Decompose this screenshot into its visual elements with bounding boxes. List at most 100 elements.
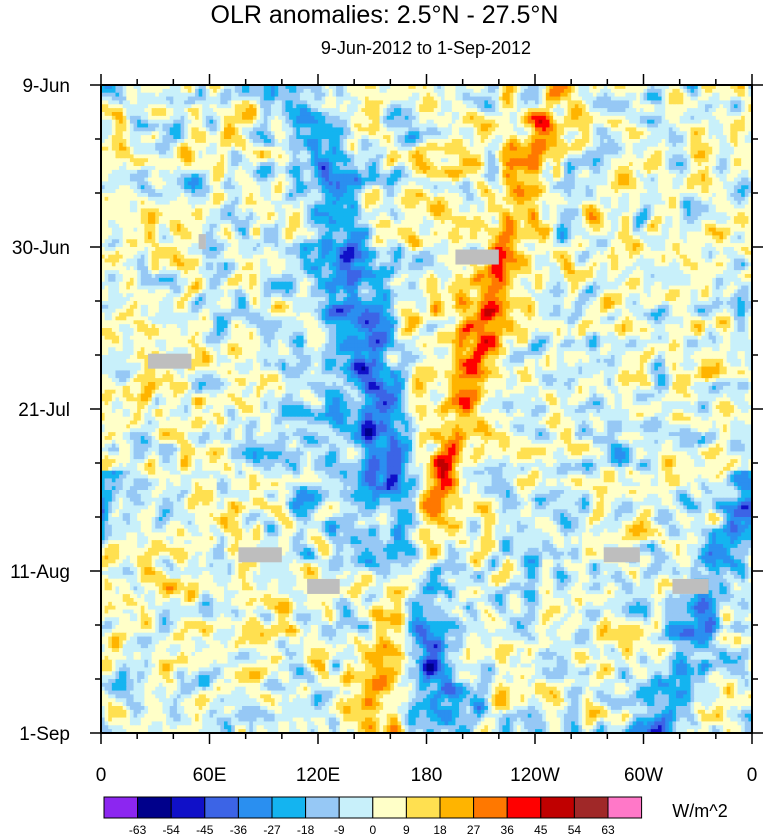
heatmap-cell: [311, 116, 315, 120]
heatmap-cell: [528, 89, 532, 93]
heatmap-cell: [173, 112, 177, 116]
heatmap-cell: [242, 97, 246, 101]
heatmap-cell: [379, 104, 383, 108]
heatmap-cell: [271, 104, 275, 108]
heatmap-cell: [304, 116, 308, 120]
heatmap-cell: [683, 108, 687, 112]
heatmap-cell: [148, 112, 152, 116]
heatmap-cell: [568, 116, 572, 120]
heatmap-cell: [210, 112, 214, 116]
heatmap-cell: [578, 97, 582, 101]
heatmap-cell: [636, 112, 640, 116]
heatmap-cell: [369, 89, 373, 93]
heatmap-cell: [622, 112, 626, 116]
heatmap-cell: [224, 116, 228, 120]
heatmap-cell: [170, 116, 174, 120]
heatmap-cell: [285, 116, 289, 120]
heatmap-cell: [423, 112, 427, 116]
heatmap-cell: [296, 100, 300, 104]
heatmap-cell: [578, 116, 582, 120]
heatmap-cell: [615, 112, 619, 116]
heatmap-cell: [177, 112, 181, 116]
heatmap-cell: [246, 100, 250, 104]
heatmap-cell: [184, 112, 188, 116]
heatmap-cell: [604, 108, 608, 112]
heatmap-cell: [398, 116, 402, 120]
heatmap-cell: [445, 104, 449, 108]
heatmap-cell: [672, 100, 676, 104]
heatmap-cell: [712, 112, 716, 116]
heatmap-cell: [144, 97, 148, 101]
heatmap-cell: [441, 112, 445, 116]
heatmap-cell: [423, 89, 427, 93]
heatmap-cell: [463, 112, 467, 116]
heatmap-cell: [242, 112, 246, 116]
heatmap-cell: [727, 89, 731, 93]
heatmap-cell: [502, 89, 506, 93]
heatmap-cell: [238, 104, 242, 108]
heatmap-cell: [636, 97, 640, 101]
heatmap-cell: [564, 108, 568, 112]
heatmap-cell: [405, 108, 409, 112]
heatmap-cell: [383, 93, 387, 97]
heatmap-cell: [173, 93, 177, 97]
heatmap-cell: [517, 93, 521, 97]
heatmap-cell: [235, 104, 239, 108]
heatmap-cell: [419, 104, 423, 108]
heatmap-cell: [108, 116, 112, 120]
heatmap-cell: [437, 112, 441, 116]
heatmap-cell: [709, 93, 713, 97]
heatmap-cell: [502, 116, 506, 120]
heatmap-cell: [474, 100, 478, 104]
heatmap-cell: [676, 104, 680, 108]
heatmap-cell: [618, 108, 622, 112]
heatmap-cell: [615, 97, 619, 101]
heatmap-cell: [499, 100, 503, 104]
heatmap-cell: [195, 89, 199, 93]
heatmap-cell: [430, 89, 434, 93]
heatmap-cell: [582, 104, 586, 108]
heatmap-cell: [213, 93, 217, 97]
heatmap-cell: [329, 97, 333, 101]
heatmap-cell: [578, 100, 582, 104]
heatmap-cell: [361, 93, 365, 97]
heatmap-cell: [347, 97, 351, 101]
heatmap-cell: [115, 104, 119, 108]
heatmap-cell: [644, 89, 648, 93]
heatmap-cell: [173, 100, 177, 104]
heatmap-cell: [314, 93, 318, 97]
heatmap-cell: [546, 112, 550, 116]
heatmap-cell: [260, 104, 264, 108]
heatmap-cell: [625, 112, 629, 116]
heatmap-cell: [484, 104, 488, 108]
heatmap-cell: [564, 116, 568, 120]
heatmap-cell: [719, 89, 723, 93]
heatmap-cell: [445, 93, 449, 97]
heatmap-cell: [289, 89, 293, 93]
heatmap-cell: [220, 116, 224, 120]
heatmap-cell: [188, 93, 192, 97]
heatmap-cell: [401, 93, 405, 97]
heatmap-cell: [745, 100, 749, 104]
heatmap-cell: [257, 116, 261, 120]
heatmap-cell: [115, 116, 119, 120]
heatmap-cell: [267, 89, 271, 93]
heatmap-cell: [712, 89, 716, 93]
heatmap-cell: [318, 112, 322, 116]
heatmap-cell: [470, 89, 474, 93]
heatmap-cell: [430, 104, 434, 108]
heatmap-cell: [741, 104, 745, 108]
heatmap-cell: [506, 100, 510, 104]
heatmap-cell: [231, 112, 235, 116]
heatmap-cell: [343, 97, 347, 101]
heatmap-cell: [264, 112, 268, 116]
heatmap-cell: [119, 108, 123, 112]
heatmap-cell: [615, 104, 619, 108]
heatmap-cell: [152, 100, 156, 104]
heatmap-cell: [423, 93, 427, 97]
heatmap-cell: [246, 104, 250, 108]
heatmap-cell: [539, 108, 543, 112]
heatmap-cell: [144, 112, 148, 116]
heatmap-cell: [162, 116, 166, 120]
heatmap-cell: [376, 89, 380, 93]
